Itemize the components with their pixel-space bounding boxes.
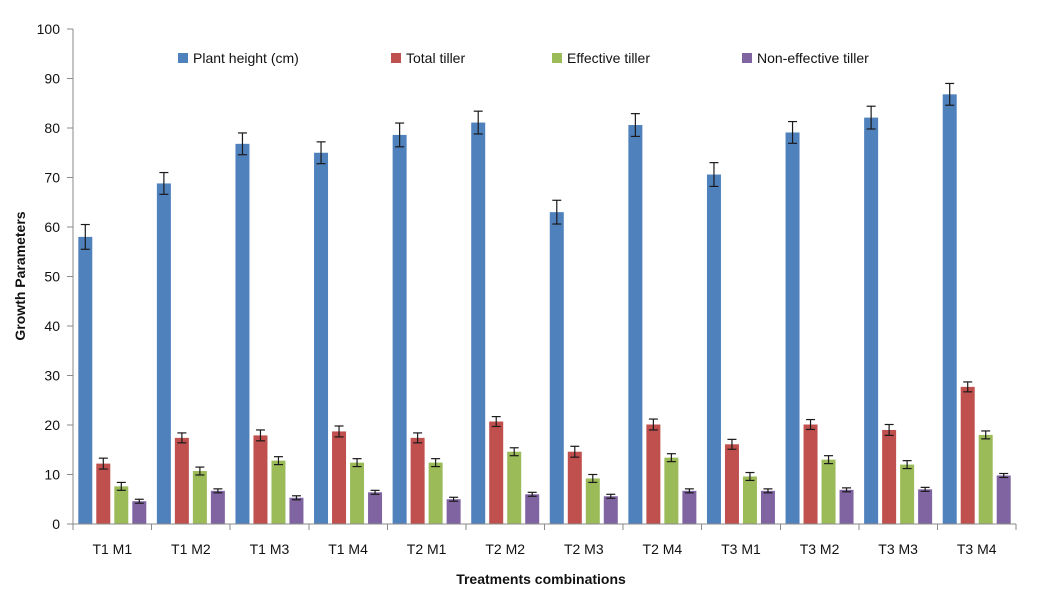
y-tick-label: 0 [52,516,60,532]
bar [132,501,147,524]
bar [525,494,540,524]
legend-swatch [178,53,188,63]
bar [235,143,250,524]
y-tick-label: 40 [44,318,60,334]
bar [785,132,800,524]
bar [192,471,207,524]
x-tick-label: T2 M4 [643,541,683,557]
legend-swatch [552,53,562,63]
y-tick-label: 20 [44,417,60,433]
x-tick-label: T2 M1 [407,541,447,557]
y-ticks: 0 10 20 30 40 50 60 70 80 90 100 [37,21,73,532]
bar [664,457,679,524]
bar [392,134,407,524]
bar [882,429,897,524]
bar [821,459,836,524]
bars-layer [78,94,1011,525]
y-tick-label: 90 [44,71,60,87]
x-tick-label: T2 M2 [485,541,525,557]
legend-label: Non-effective tiller [757,50,869,66]
bar [78,236,93,524]
bar [289,497,304,524]
bar [760,490,775,524]
bar [900,464,915,524]
bar [446,499,461,524]
bar [350,462,365,524]
x-tick-label: T3 M4 [957,541,997,557]
y-tick-label: 80 [44,120,60,136]
x-tick-label: T2 M3 [564,541,604,557]
bar [428,462,443,524]
y-tick-label: 100 [37,21,61,37]
x-tick-label: T1 M3 [250,541,290,557]
bar [567,451,582,524]
bar [960,386,975,524]
error-bars-layer [80,82,1009,504]
bar [603,496,618,524]
bar [864,117,879,524]
bar [742,476,757,524]
x-tick-label: T1 M2 [171,541,211,557]
legend-label: Total tiller [406,50,465,66]
bar [156,183,171,524]
bar [174,437,189,524]
bar [978,434,993,524]
bar [210,490,225,524]
y-tick-label: 70 [44,170,60,186]
bar [314,152,329,524]
bar [471,122,486,525]
y-tick-label: 50 [44,269,60,285]
x-tick-label: T1 M1 [92,541,132,557]
x-tick-label: T3 M2 [800,541,840,557]
bar [271,460,286,524]
bar [332,431,347,524]
bar [942,94,957,524]
y-axis-title: Growth Parameters [12,211,28,340]
bar [114,486,129,524]
bar [410,437,425,524]
x-axis-title: Treatments combinations [456,571,626,587]
bar [585,478,600,524]
bar [803,424,818,524]
bar [682,490,697,524]
x-tick-label: T3 M3 [878,541,918,557]
bar [724,444,739,524]
bar [489,421,504,524]
legend-label: Plant height (cm) [193,50,299,66]
bar [996,475,1011,524]
y-tick-label: 10 [44,467,60,483]
bar [253,435,268,524]
bar [918,489,933,524]
bar [646,424,661,524]
bar [507,451,522,524]
x-tick-label: T3 M1 [721,541,761,557]
x-ticks: T1 M1 T1 M2 T1 M3 T1 M4 T2 M1 T2 M2 T2 M3 T2 M4… [72,524,1017,557]
y-tick-label: 30 [44,368,60,384]
bar [96,463,111,524]
legend: Plant height (cm) Total tiller Effective t… [178,50,869,66]
bar [549,212,564,524]
bar [628,125,643,524]
bar [839,489,854,524]
legend-swatch [742,53,752,63]
x-tick-label: T1 M4 [328,541,368,557]
legend-label: Effective tiller [567,50,650,66]
legend-swatch [391,53,401,63]
y-tick-label: 60 [44,219,60,235]
bar [368,492,383,524]
bar [706,174,721,524]
